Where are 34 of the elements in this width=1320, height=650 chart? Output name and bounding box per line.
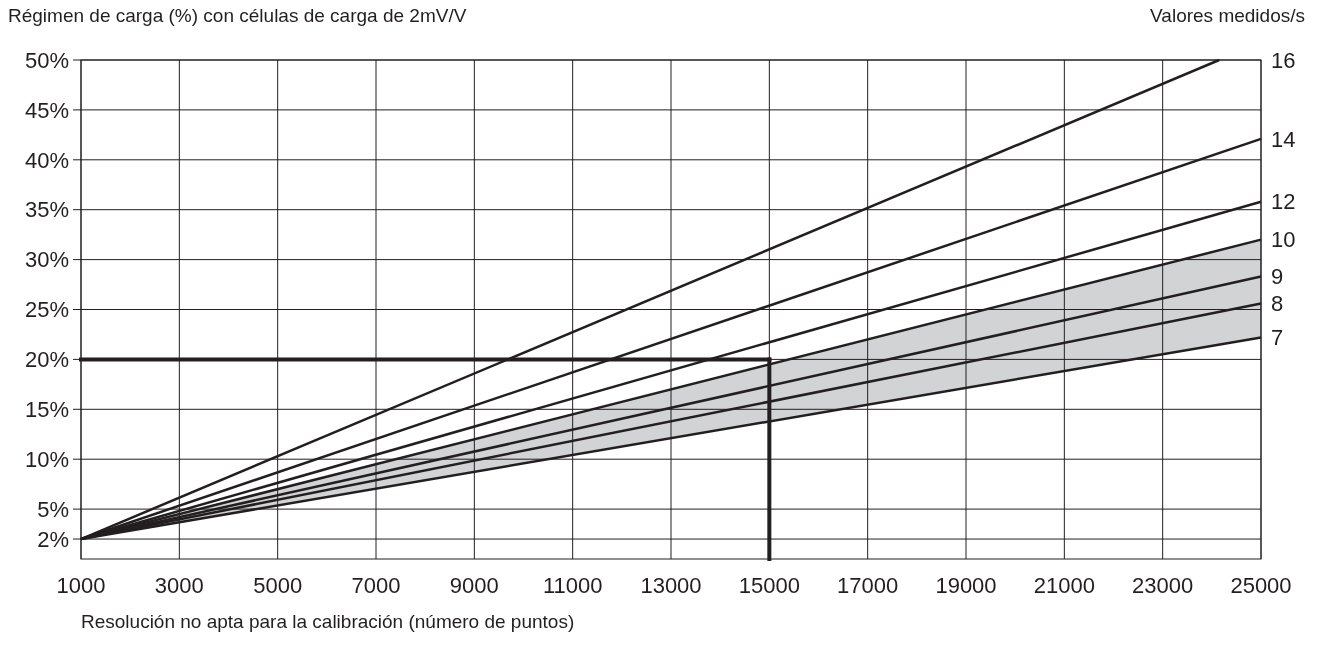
x-tick-label: 13000 — [640, 573, 702, 598]
x-tick-label: 25000 — [1230, 573, 1292, 598]
y-tick-label: 15% — [24, 397, 69, 422]
x-tick-label: 1000 — [56, 573, 106, 598]
x-tick-label: 9000 — [449, 573, 499, 598]
y-tick-label: 10% — [24, 446, 69, 472]
x-tick-label: 19000 — [935, 573, 997, 598]
x-tick-label: 7000 — [351, 573, 401, 598]
y-axis-title: Régimen de carga (%) con células de carga de 2mV/V — [8, 5, 467, 26]
legend-title: Valores medidos/s — [1150, 5, 1305, 26]
y-tick-label: 20% — [24, 347, 69, 373]
y-tick-label: 5% — [37, 496, 69, 522]
x-tick-label: 5000 — [253, 573, 303, 598]
x-tick-label: 3000 — [154, 573, 204, 598]
y-tick-label: 45% — [24, 97, 69, 123]
series-label: 14 — [1271, 126, 1296, 152]
x-tick-label: 23000 — [1132, 573, 1194, 598]
x-tick-label: 17000 — [837, 573, 899, 598]
y-tick-label: 2% — [37, 526, 69, 552]
x-tick-label: 15000 — [738, 573, 800, 598]
y-tick-label: 40% — [24, 147, 69, 173]
y-tick-label: 50% — [24, 47, 69, 73]
y-tick-label: 25% — [24, 297, 69, 323]
series-label: 7 — [1271, 325, 1284, 351]
y-tick-label: 35% — [24, 197, 69, 223]
series-label: 12 — [1271, 189, 1296, 215]
series-label: 8 — [1271, 291, 1284, 317]
y-tick-label: 30% — [24, 247, 69, 273]
x-axis-title: Resolución no apta para la calibración (número de puntos) — [81, 611, 575, 632]
text: 16 — [1271, 47, 1296, 73]
series-label: 10 — [1271, 227, 1296, 253]
x-tick-label: 21000 — [1033, 573, 1095, 598]
x-tick-label: 11000 — [542, 573, 603, 598]
series-label: 9 — [1271, 264, 1284, 290]
